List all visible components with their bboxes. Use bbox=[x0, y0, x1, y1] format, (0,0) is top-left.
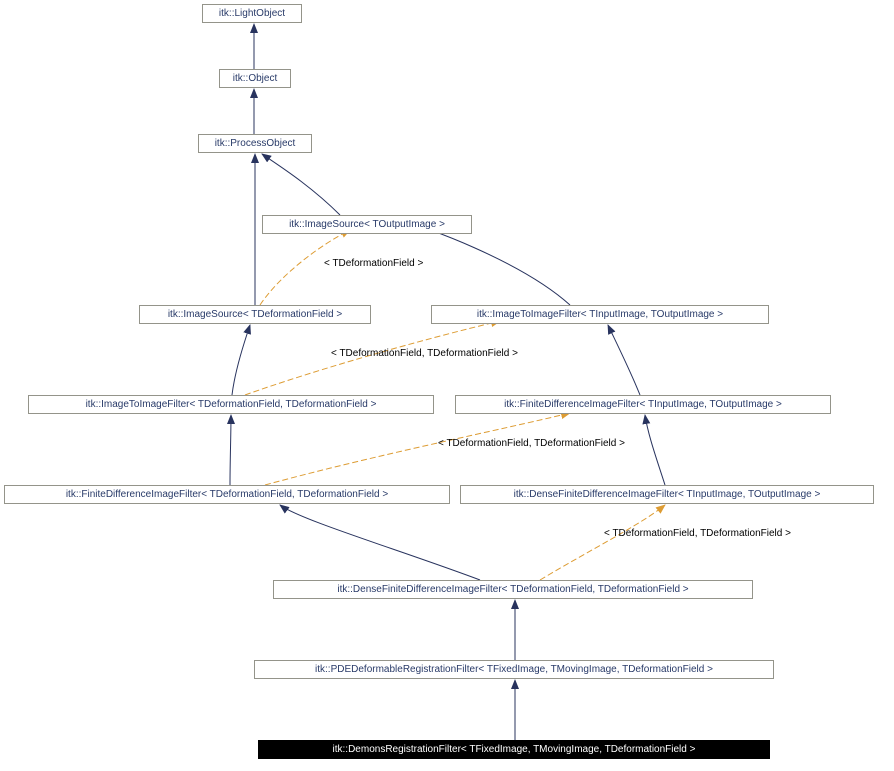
node-imagesource-tdeform[interactable]: itk::ImageSource< TDeformationField > bbox=[139, 305, 371, 324]
node-densefinitediff-tinput[interactable]: itk::DenseFiniteDifferenceImageFilter< T… bbox=[460, 485, 874, 504]
node-processobject[interactable]: itk::ProcessObject bbox=[198, 134, 312, 153]
node-finitediff-tinput[interactable]: itk::FiniteDifferenceImageFilter< TInput… bbox=[455, 395, 831, 414]
node-imagetoimage-tinput[interactable]: itk::ImageToImageFilter< TInputImage, TO… bbox=[431, 305, 769, 324]
tparam-label: < TDeformationField, TDeformationField > bbox=[438, 438, 625, 449]
tparam-label: < TDeformationField, TDeformationField > bbox=[604, 528, 791, 539]
tparam-label: < TDeformationField, TDeformationField > bbox=[331, 348, 518, 359]
node-imagesource-toutput[interactable]: itk::ImageSource< TOutputImage > bbox=[262, 215, 472, 234]
node-imagetoimage-tdeform[interactable]: itk::ImageToImageFilter< TDeformationFie… bbox=[28, 395, 434, 414]
node-object[interactable]: itk::Object bbox=[219, 69, 291, 88]
tparam-label: < TDeformationField > bbox=[324, 258, 423, 269]
edge-layer bbox=[0, 0, 894, 771]
node-finitediff-tdeform[interactable]: itk::FiniteDifferenceImageFilter< TDefor… bbox=[4, 485, 450, 504]
node-lightobject[interactable]: itk::LightObject bbox=[202, 4, 302, 23]
node-densefinitediff-tdeform[interactable]: itk::DenseFiniteDifferenceImageFilter< T… bbox=[273, 580, 753, 599]
node-pde[interactable]: itk::PDEDeformableRegistrationFilter< TF… bbox=[254, 660, 774, 679]
inheritance-diagram: itk::LightObject itk::Object itk::Proces… bbox=[0, 0, 894, 771]
node-demons: itk::DemonsRegistrationFilter< TFixedIma… bbox=[258, 740, 770, 759]
